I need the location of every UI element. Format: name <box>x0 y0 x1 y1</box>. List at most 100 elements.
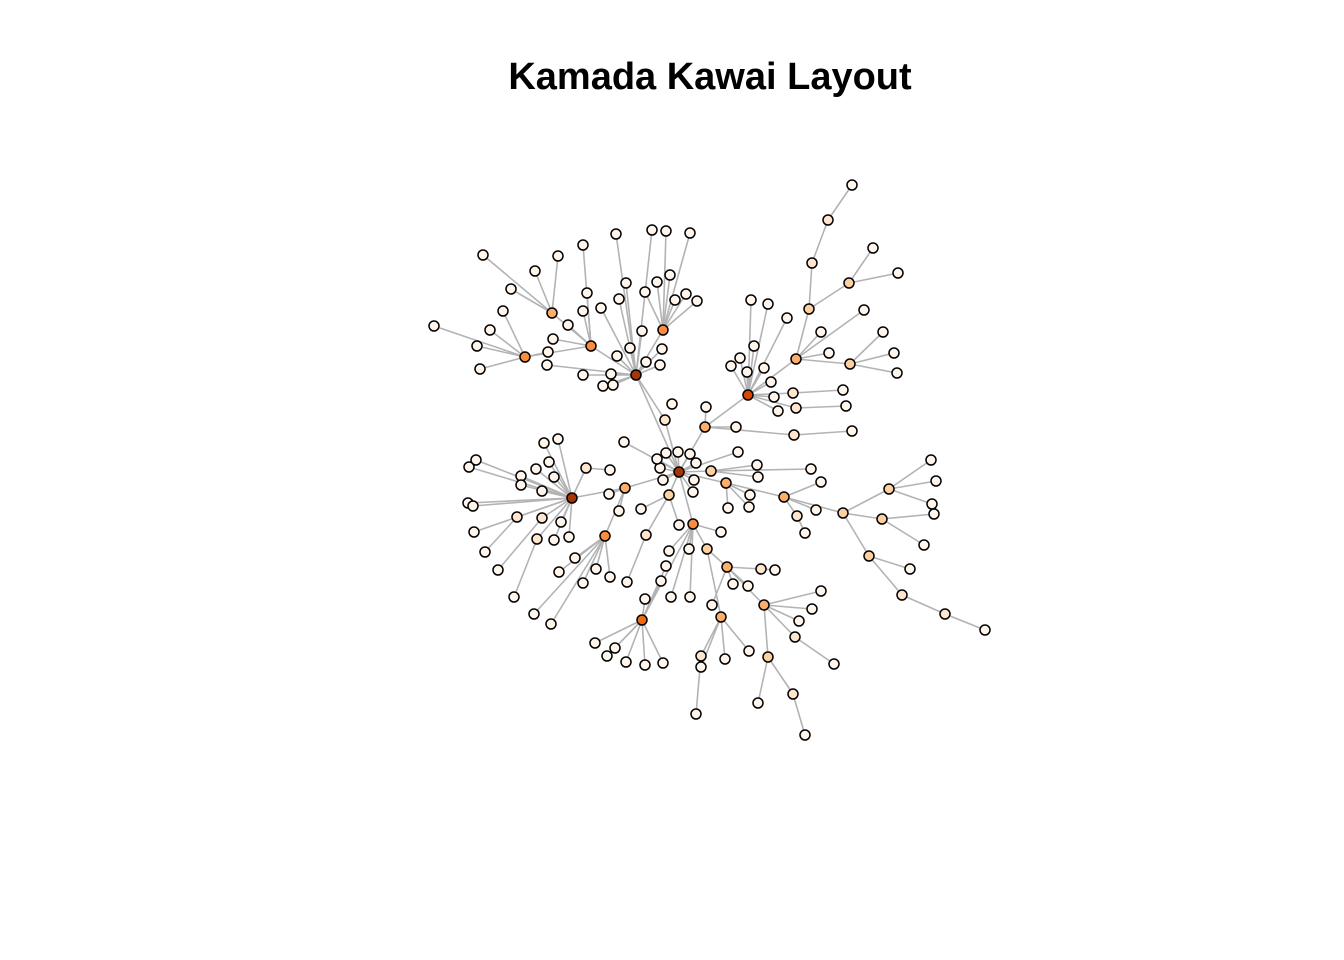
graph-edge <box>624 471 680 489</box>
graph-edge <box>533 535 606 615</box>
graph-node <box>589 637 601 649</box>
graph-edge <box>706 548 722 618</box>
graph-node <box>665 591 677 603</box>
graph-node <box>822 214 834 226</box>
graph-node <box>843 277 855 289</box>
graph-node <box>620 656 632 668</box>
graph-edge <box>710 468 812 472</box>
graph-edge <box>641 619 646 666</box>
graph-node <box>883 483 895 495</box>
graph-node <box>790 353 802 365</box>
graph-node <box>562 319 574 331</box>
graph-node <box>690 708 702 720</box>
graph-node <box>904 563 916 575</box>
graph-node <box>732 446 744 458</box>
graph-node <box>611 350 623 362</box>
graph-edge <box>725 482 785 498</box>
graph-node <box>577 369 589 381</box>
graph-node <box>918 539 930 551</box>
graph-node <box>548 471 560 483</box>
graph-edge <box>502 310 526 358</box>
graph-node <box>888 347 900 359</box>
graph-edge <box>635 229 653 376</box>
graph-edge <box>625 619 643 663</box>
graph-node <box>548 534 560 546</box>
graph-node <box>684 591 696 603</box>
graph-edge <box>849 363 898 374</box>
graph-edge <box>550 535 606 625</box>
graph-edge <box>763 604 800 622</box>
graph-edge <box>656 281 664 331</box>
graph-edge <box>476 345 526 358</box>
graph-node <box>577 305 589 317</box>
graph-edge <box>535 468 573 499</box>
graph-edge <box>644 291 664 331</box>
graph-edge <box>888 488 933 505</box>
graph-node <box>505 283 517 295</box>
graph-node <box>725 360 737 372</box>
graph-node <box>547 333 559 345</box>
graph-edge <box>783 481 822 498</box>
graph-node <box>542 346 554 358</box>
graph-node <box>569 552 581 564</box>
graph-node <box>543 456 555 468</box>
graph-edge <box>881 518 925 546</box>
graph-edge <box>557 438 573 499</box>
graph-node <box>930 475 942 487</box>
graph-node <box>840 400 852 412</box>
graph-edge <box>472 497 573 507</box>
graph-edge <box>710 464 758 472</box>
graph-edge <box>600 307 637 376</box>
graph-edge <box>662 274 671 331</box>
graph-edge <box>881 513 935 520</box>
graph-node <box>484 324 496 336</box>
graph-node <box>805 463 817 475</box>
graph-edge <box>763 590 822 606</box>
graph-node <box>492 564 504 576</box>
graph-edge <box>489 329 526 358</box>
graph-node <box>620 277 632 289</box>
graph-node <box>640 529 652 541</box>
graph-edge <box>543 442 573 499</box>
graph-node <box>663 489 675 501</box>
graph-node <box>657 474 669 486</box>
graph-node <box>639 286 651 298</box>
graph-node <box>793 615 805 627</box>
graph-node <box>741 366 753 378</box>
graph-node <box>688 474 700 486</box>
graph-node <box>604 464 616 476</box>
graph-node <box>511 511 523 523</box>
graph-node <box>695 650 707 662</box>
graph-node <box>705 465 717 477</box>
graph-node <box>553 566 565 578</box>
graph-edge <box>645 494 670 536</box>
graph-edge <box>662 300 698 331</box>
graph-node <box>892 267 904 279</box>
graph-edge <box>513 538 538 598</box>
graph-edge <box>689 523 694 598</box>
graph-node <box>877 326 889 338</box>
graph-edge <box>795 331 822 360</box>
graph-edge <box>473 497 573 533</box>
graph-edge <box>720 616 750 652</box>
graph-node <box>536 485 548 497</box>
graph-node <box>640 356 652 368</box>
graph-node <box>684 227 696 239</box>
graph-node <box>721 561 733 573</box>
graph-edge <box>635 374 666 421</box>
graph-node <box>660 560 672 572</box>
graph-node <box>979 624 991 636</box>
graph-node <box>828 658 840 670</box>
graph-node <box>939 608 951 620</box>
graph-node <box>803 303 815 315</box>
graph-node <box>687 486 699 498</box>
graph-node <box>595 302 607 314</box>
graph-edge <box>551 255 559 314</box>
graph-edge <box>574 535 606 559</box>
graph-node <box>597 380 609 392</box>
graph-edge <box>552 338 592 347</box>
graph-node <box>765 376 777 388</box>
graph-edge <box>888 480 937 490</box>
graph-edge <box>510 288 553 314</box>
graph-edge <box>635 329 664 376</box>
